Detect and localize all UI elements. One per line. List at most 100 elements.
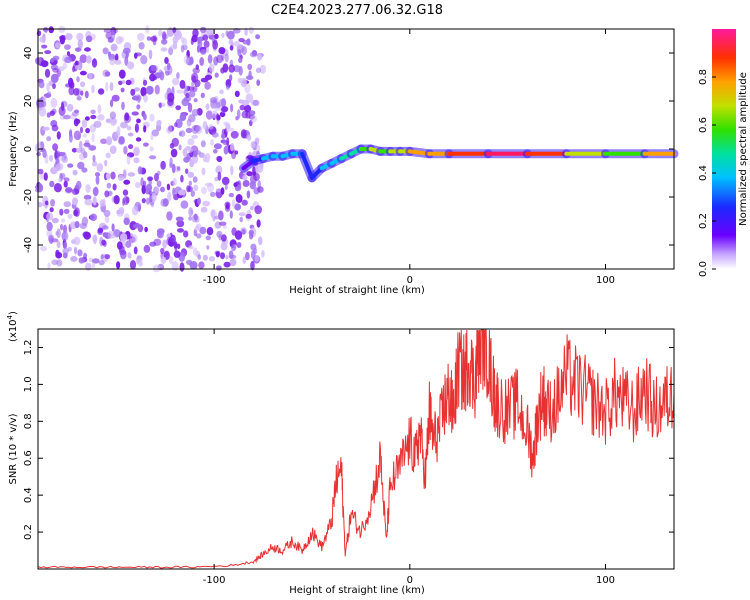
noise-speck <box>51 217 59 224</box>
noise-speck <box>59 208 64 216</box>
noise-speck <box>109 99 114 108</box>
noise-speck <box>255 67 262 74</box>
noise-speck <box>60 218 66 223</box>
noise-speck <box>46 112 51 118</box>
noise-speck <box>71 239 76 245</box>
noise-speck <box>210 191 216 198</box>
spectrogram-panel: -100 0 100 -40 -20 0 20 40 Height of straight … <box>8 25 679 296</box>
snr-frame <box>37 328 675 570</box>
noise-speck <box>191 108 199 117</box>
noise-speck <box>134 123 139 133</box>
noise-speck <box>249 51 258 58</box>
y-tick-label: -20 <box>23 189 34 205</box>
noise-speck <box>186 185 191 193</box>
noise-speck <box>111 31 115 41</box>
noise-speck <box>96 163 104 172</box>
noise-speck <box>122 47 131 54</box>
noise-speck <box>66 103 74 112</box>
noise-speck <box>50 58 55 63</box>
scale-close: ) <box>8 311 19 315</box>
noise-speck <box>77 134 81 140</box>
noise-speck <box>118 69 126 79</box>
noise-speck <box>189 261 198 270</box>
noise-speck <box>179 79 186 89</box>
noise-speck <box>160 198 167 207</box>
noise-speck <box>149 73 156 82</box>
noise-speck <box>84 116 90 121</box>
noise-speck <box>250 141 256 149</box>
noise-speck <box>135 52 142 57</box>
noise-speck <box>83 194 92 200</box>
noise-speck <box>92 186 99 197</box>
noise-speck <box>112 118 118 125</box>
noise-speck <box>238 99 245 104</box>
noise-speck <box>132 223 141 229</box>
noise-speck <box>84 262 92 271</box>
noise-speck <box>230 130 239 139</box>
noise-speck <box>105 32 113 40</box>
noise-speck <box>50 73 59 84</box>
noise-speck <box>180 36 185 44</box>
y-tick-label: 0.8 <box>23 413 34 429</box>
noise-speck <box>200 140 206 148</box>
noise-speck <box>124 56 129 66</box>
spectrogram-x-ticks: -100 0 100 <box>203 29 615 286</box>
noise-speck <box>80 81 86 88</box>
noise-speck <box>91 58 98 68</box>
noise-speck <box>56 150 61 158</box>
spectrogram-y-axis-label: Frequency (Hz) <box>8 111 19 187</box>
noise-speck <box>187 102 193 113</box>
noise-speck <box>50 199 56 207</box>
noise-speck <box>176 72 180 80</box>
noise-speck <box>73 88 80 96</box>
noise-speck <box>246 190 251 199</box>
noise-speck <box>137 33 145 41</box>
noise-speck <box>71 148 78 153</box>
noise-speck <box>149 113 155 122</box>
noise-speck <box>127 172 136 177</box>
noise-speck <box>79 222 87 230</box>
noise-speck <box>72 169 78 176</box>
noise-speck <box>203 40 210 49</box>
noise-speck <box>74 60 79 67</box>
noise-speck <box>74 64 81 70</box>
noise-speck <box>140 55 148 65</box>
noise-speck <box>191 75 197 83</box>
noise-speck <box>246 38 251 46</box>
noise-speck <box>160 47 168 52</box>
noise-speck <box>180 200 189 209</box>
noise-speck <box>72 65 76 73</box>
noise-speck <box>111 223 115 232</box>
noise-speck <box>241 228 246 235</box>
noise-speck <box>200 206 208 213</box>
noise-speck <box>197 254 201 260</box>
noise-speck <box>91 133 95 143</box>
noise-speck <box>199 57 205 66</box>
y-tick-label: 1.0 <box>23 376 34 392</box>
noise-speck <box>74 118 81 124</box>
noise-speck <box>93 120 102 128</box>
noise-speck <box>147 176 154 181</box>
noise-speck <box>189 159 195 168</box>
noise-speck <box>252 99 260 107</box>
x-tick-label: -100 <box>203 575 226 586</box>
noise-speck <box>230 143 235 152</box>
noise-speck <box>151 192 157 202</box>
noise-speck <box>234 203 242 211</box>
noise-speck <box>100 254 104 260</box>
noise-speck <box>212 149 218 154</box>
noise-speck <box>228 64 235 73</box>
noise-speck <box>123 145 128 155</box>
noise-speck <box>202 200 211 207</box>
noise-speck <box>46 221 53 232</box>
colorbar-label: Normalized spectral amplitude <box>738 72 749 226</box>
noise-speck <box>49 154 53 162</box>
noise-speck <box>99 199 105 207</box>
noise-speck <box>216 155 223 163</box>
noise-speck <box>208 123 214 130</box>
noise-speck <box>63 114 71 120</box>
noise-speck <box>202 34 209 41</box>
noise-speck <box>177 243 181 250</box>
noise-speck <box>162 239 167 249</box>
noise-speck <box>250 243 257 251</box>
